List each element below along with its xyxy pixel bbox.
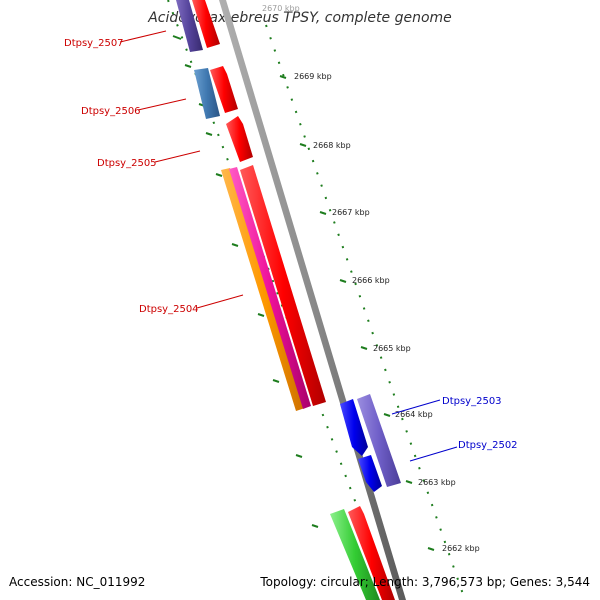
gene-magenta-2504 [229,167,311,409]
leader-line [391,399,441,415]
kbp-label: 2663 kbp [418,478,456,487]
kbp-label: 2662 kbp [442,544,480,553]
gene-steel-2506 [194,68,220,119]
leader-lines [119,30,458,462]
leader-line [154,150,201,163]
kbp-label: 2670 kbp [262,4,300,13]
kbp-label: 2669 kbp [294,72,332,81]
kbp-label: 2666 kbp [352,276,390,285]
outer-tick-track [265,24,466,600]
leader-line [196,294,244,309]
leader-line [137,98,187,111]
kbp-label: 2664 kbp [395,410,433,419]
kbp-label: 2667 kbp [332,208,370,217]
gene-label-dtpsy-2505: Dtpsy_2505 [97,158,157,169]
gene-red-2506 [210,66,238,113]
gene-label-dtpsy-2503: Dtpsy_2503 [442,396,502,407]
gene-lavender-2503 [357,394,401,487]
gene-blue-2502 [358,455,382,492]
scale-labels: 2670 kbp 2669 kbp 2668 kbp 2667 kbp 2666… [262,4,480,553]
inner-tick-track [167,0,393,600]
gene-red-2505 [226,116,253,162]
kbp-label: 2668 kbp [313,141,351,150]
gene-red-bottom [348,506,395,600]
genome-summary-text: Topology: circular; Length: 3,796,573 bp… [260,575,590,589]
forward-genes [176,0,395,600]
gene-label-dtpsy-2506: Dtpsy_2506 [81,106,141,117]
leader-line [119,30,167,43]
gene-label-dtpsy-2502: Dtpsy_2502 [458,440,518,451]
gene-indigo-top [176,0,203,52]
kbp-label: 2665 kbp [373,344,411,353]
gene-red-top [192,0,220,48]
reverse-genes [340,394,401,492]
genome-backbone [219,0,406,600]
gene-labels: Dtpsy_2507 Dtpsy_2506 Dtpsy_2505 Dtpsy_2… [64,38,518,451]
gene-blue-2503 [340,399,368,456]
inner-major-ticks [172,35,319,528]
leader-line [409,446,458,462]
gene-red-2504 [240,165,326,406]
gene-green-bottom [330,509,380,600]
gene-label-dtpsy-2504: Dtpsy_2504 [139,304,199,315]
gene-label-dtpsy-2507: Dtpsy_2507 [64,38,124,49]
gene-orange-2504 [221,168,305,411]
accession-text: Accession: NC_011992 [9,575,146,589]
outer-major-ticks [279,75,435,551]
